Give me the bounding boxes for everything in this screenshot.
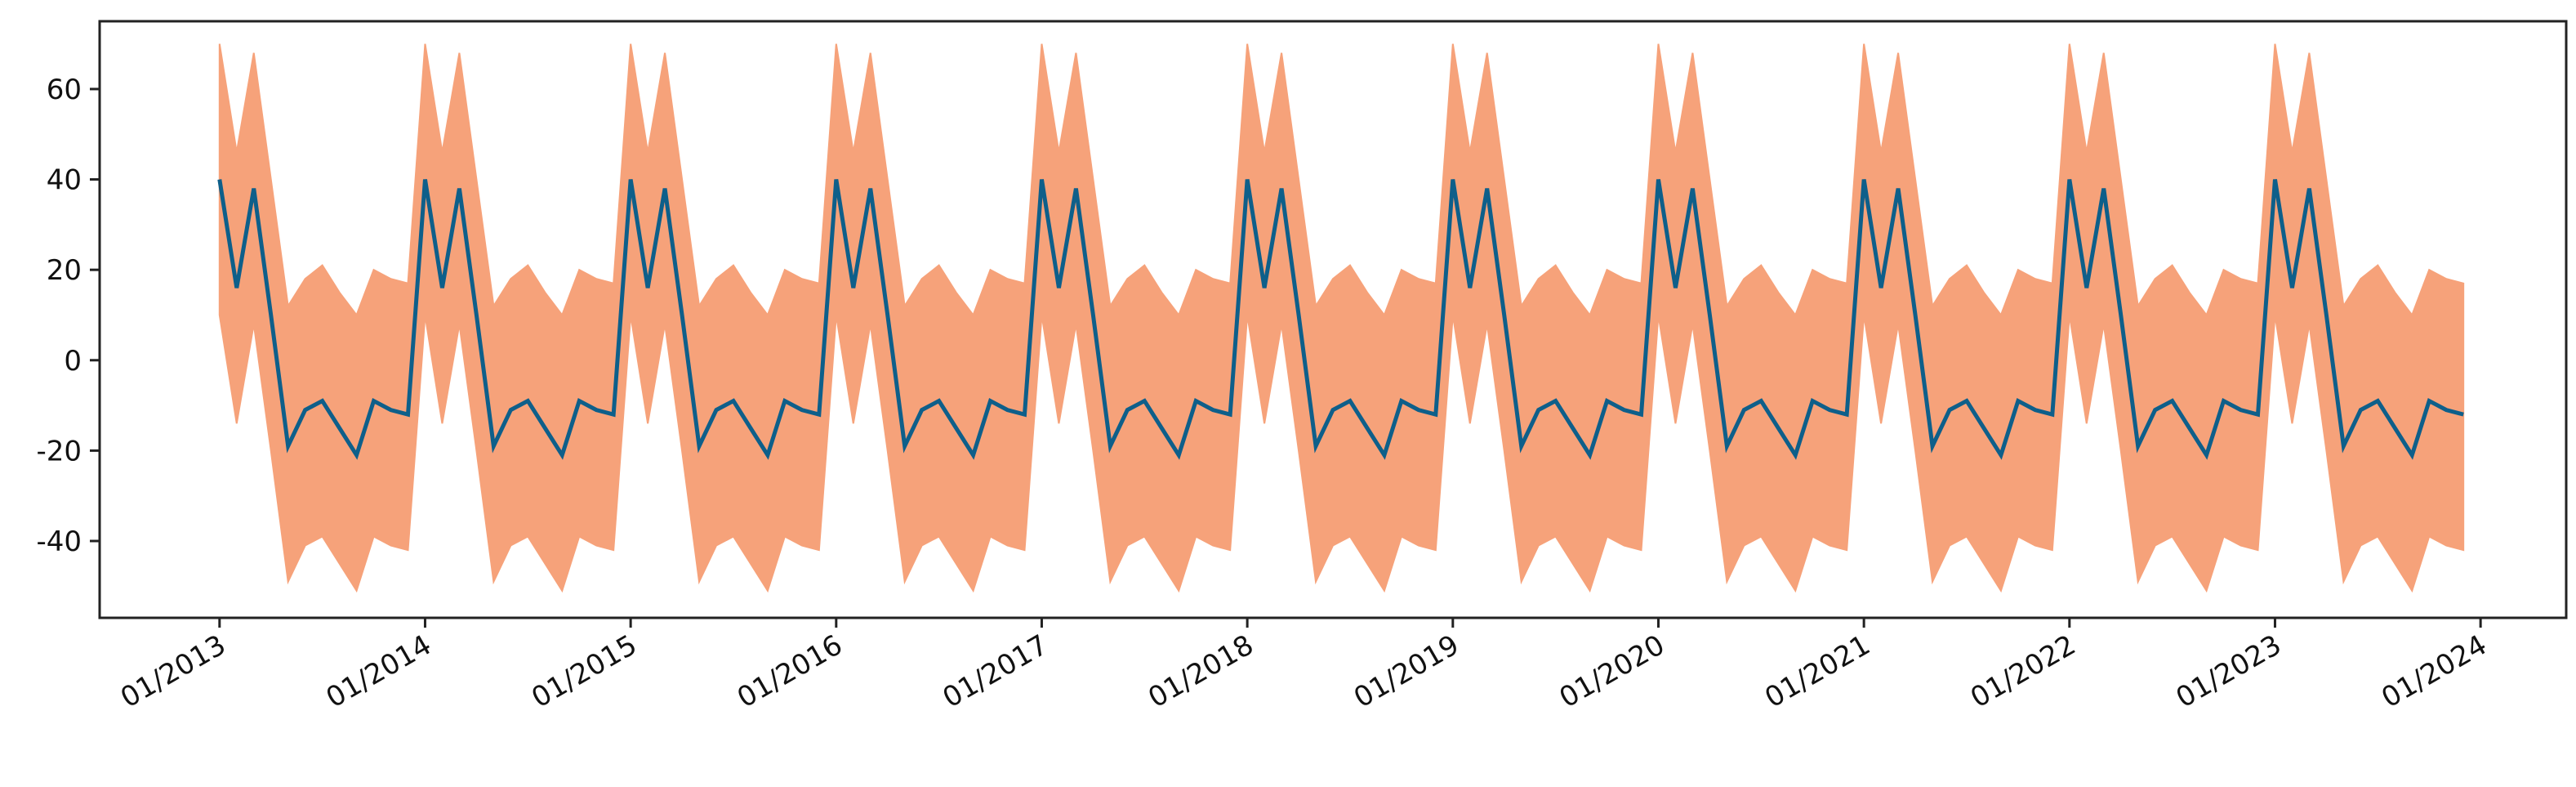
y-tick-label: 40 [47, 164, 82, 197]
y-tick-label: -40 [36, 525, 82, 558]
y-tick-label: -20 [36, 435, 82, 467]
y-tick-label: 0 [64, 345, 82, 378]
x-tick-label: 01/2018 [1143, 628, 1259, 714]
x-tick-label: 01/2024 [2376, 628, 2492, 714]
plot-frame [98, 20, 2568, 619]
x-tick-label: 01/2019 [1348, 628, 1464, 714]
y-tick-label: 20 [47, 254, 82, 287]
confidence-band [218, 43, 2465, 593]
x-tick-label: 01/2021 [1759, 628, 1875, 714]
x-tick-label: 01/2014 [321, 628, 437, 714]
axis-layer [90, 20, 2568, 628]
y-tick-label: 60 [47, 74, 82, 106]
x-tick-label: 01/2013 [115, 628, 231, 714]
x-tick-label: 01/2020 [1554, 628, 1670, 714]
x-tick-label: 01/2016 [732, 628, 848, 714]
x-tick-label: 01/2023 [2171, 628, 2287, 714]
forecast-line [217, 179, 2464, 460]
x-tick-label: 01/2017 [938, 628, 1054, 714]
x-tick-label: 01/2022 [1965, 628, 2081, 714]
x-tick-label: 01/2015 [526, 628, 642, 714]
plot-layer [217, 43, 2465, 593]
